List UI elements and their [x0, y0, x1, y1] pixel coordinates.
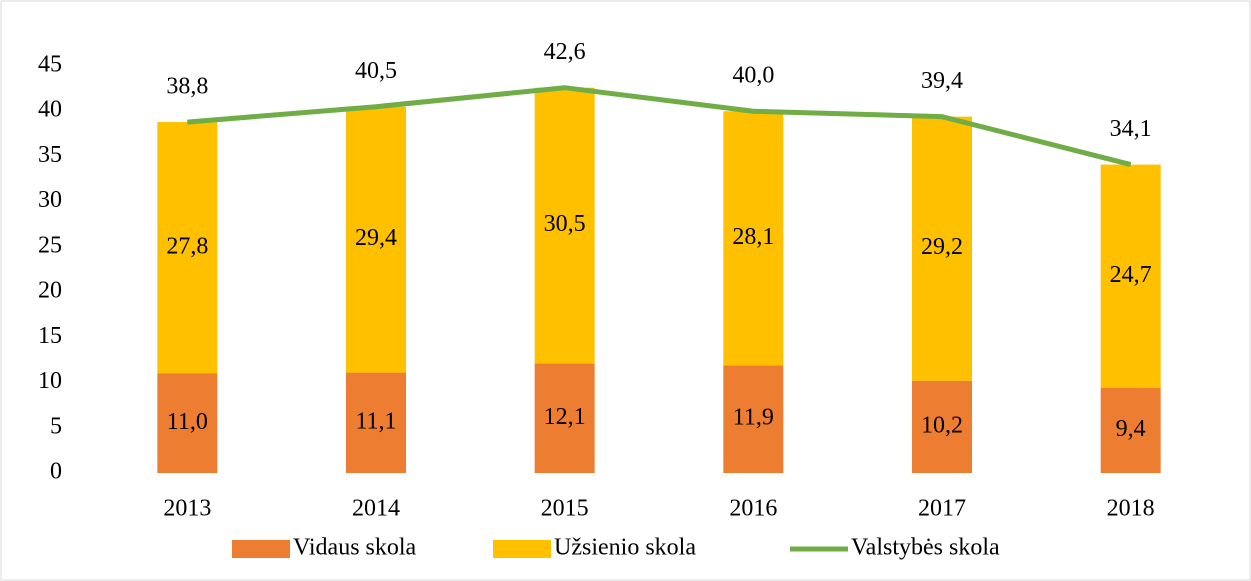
- data-label: 24,7: [1110, 262, 1152, 288]
- bar-segment: [1100, 164, 1161, 388]
- x-tick-label: 2013: [163, 496, 211, 522]
- bar-segment: [534, 87, 595, 364]
- x-tick-label: 2017: [918, 496, 966, 522]
- data-label: 29,2: [921, 234, 963, 260]
- x-tick-label: 2014: [352, 496, 400, 522]
- data-label: 30,5: [544, 211, 586, 237]
- data-label: 42,6: [544, 39, 586, 65]
- bar-segment: [1100, 387, 1161, 473]
- legend-label: Vidaus skola: [293, 535, 417, 561]
- data-label: 11,9: [733, 405, 774, 431]
- y-tick-label: 10: [38, 368, 62, 394]
- data-label: 39,4: [921, 68, 963, 94]
- data-label: 10,2: [921, 412, 963, 438]
- y-tick-label: 5: [50, 413, 62, 439]
- bar-segment: [346, 106, 406, 373]
- data-label: 40,0: [732, 63, 774, 89]
- legend-label: Užsienio skola: [554, 535, 696, 561]
- x-tick-label: 2015: [541, 496, 589, 522]
- data-label: 11,1: [355, 408, 396, 434]
- data-label: 12,1: [544, 404, 586, 430]
- data-label: 9,4: [1116, 416, 1146, 442]
- bar-segment: [912, 116, 972, 381]
- y-tick-label: 25: [38, 232, 62, 258]
- y-tick-label: 0: [50, 459, 62, 485]
- y-tick-label: 15: [38, 323, 62, 349]
- bar-segment: [723, 111, 784, 366]
- legend-swatch: [493, 540, 551, 558]
- bar-segment: [723, 365, 784, 473]
- data-label: 28,1: [732, 224, 774, 250]
- legend-swatch: [232, 540, 290, 558]
- bar-segment: [534, 363, 595, 473]
- x-tick-label: 2016: [729, 496, 777, 522]
- y-tick-label: 30: [38, 187, 62, 213]
- legend-label: Valstybės skola: [851, 535, 1000, 561]
- bar-segment: [912, 380, 972, 473]
- data-label: 27,8: [166, 233, 208, 259]
- data-label: 29,4: [355, 225, 397, 251]
- bar-segment: [157, 373, 218, 473]
- y-tick-label: 40: [38, 97, 62, 123]
- y-tick-label: 35: [38, 142, 62, 168]
- bar-segment: [346, 372, 406, 473]
- data-label: 38,8: [166, 74, 208, 100]
- bar-segment: [157, 122, 218, 374]
- data-label: 34,1: [1110, 116, 1152, 142]
- line: [187, 85, 1132, 168]
- y-tick-label: 45: [38, 52, 62, 78]
- data-label: 40,5: [355, 58, 397, 84]
- data-label: 11,0: [167, 409, 208, 435]
- y-tick-label: 20: [38, 278, 62, 304]
- x-tick-label: 2018: [1107, 496, 1155, 522]
